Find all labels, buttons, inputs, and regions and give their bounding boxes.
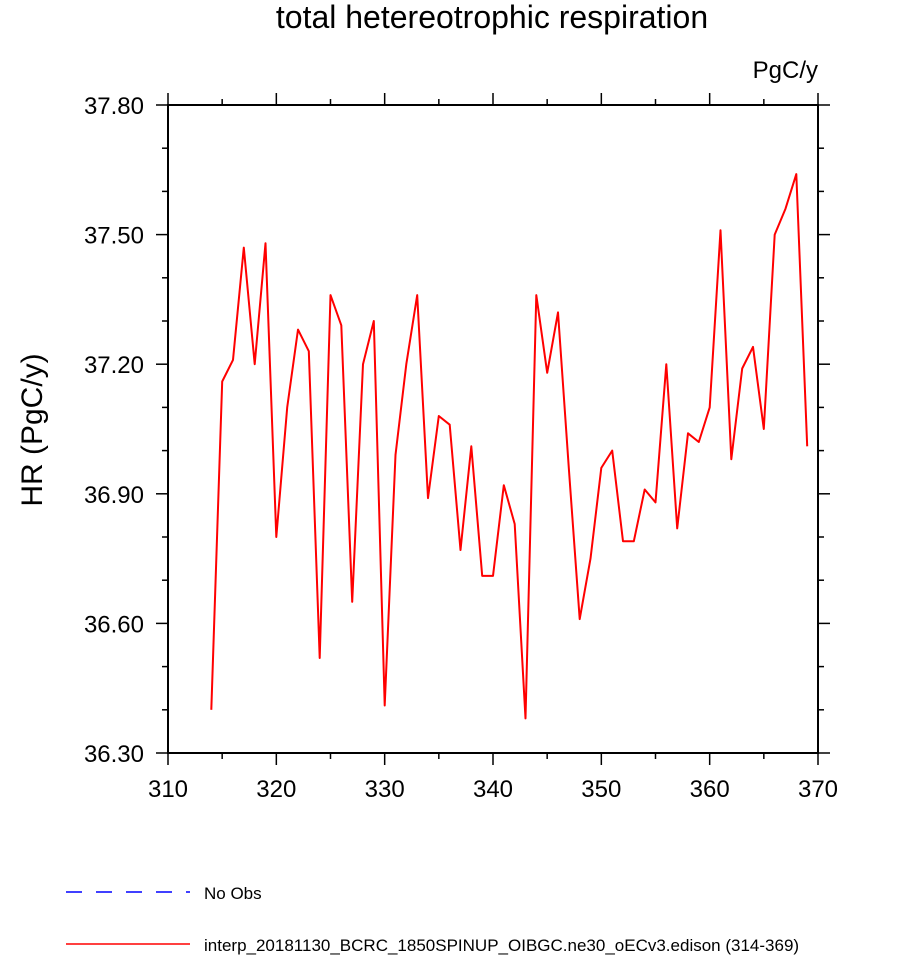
y-tick-label: 37.80 — [84, 93, 144, 120]
legend-label-no-obs: No Obs — [204, 884, 262, 903]
y-tick-label: 36.60 — [84, 611, 144, 638]
axis-tick-labels: 310 320 330 340 350 360 370 36.30 36.60 36.90 37.2… — [84, 93, 838, 803]
x-tick-label: 360 — [690, 776, 730, 803]
y-tick-label: 36.30 — [84, 741, 144, 768]
y-tick-label: 37.50 — [84, 223, 144, 250]
y-tick-label: 37.20 — [84, 352, 144, 379]
x-tick-label: 340 — [473, 776, 513, 803]
series-group — [210, 173, 809, 720]
y-axis-label: HR (PgC/y) — [16, 353, 49, 506]
chart-title: total hetereotrophic respiration — [276, 0, 708, 35]
plot-frame — [167, 104, 819, 754]
x-tick-label: 310 — [148, 776, 188, 803]
units-label: PgC/y — [753, 57, 818, 84]
x-tick-label: 350 — [581, 776, 621, 803]
legend-label-model: interp_20181130_BCRC_1850SPINUP_OIBGC.ne… — [204, 936, 799, 955]
legend: No Obs interp_20181130_BCRC_1850SPINUP_O… — [66, 884, 799, 955]
y-tick-label: 36.90 — [84, 482, 144, 509]
x-tick-label: 330 — [365, 776, 405, 803]
series-line-0 — [210, 173, 809, 720]
x-tick-label: 370 — [798, 776, 838, 803]
x-tick-label: 320 — [256, 776, 296, 803]
